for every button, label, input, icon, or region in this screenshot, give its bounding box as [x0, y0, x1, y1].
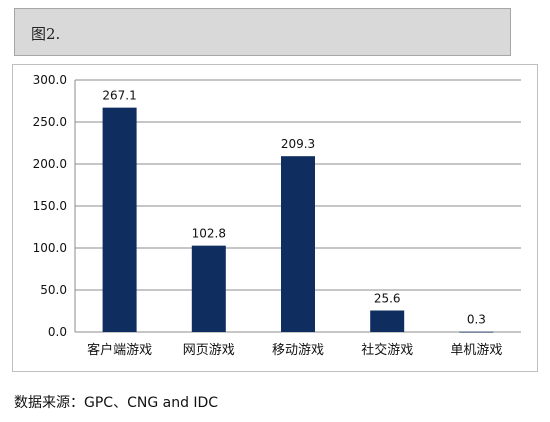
x-tick-label: 移动游戏	[272, 343, 324, 358]
bar-3	[281, 156, 315, 332]
data-label: 25.6	[374, 291, 401, 305]
y-tick-label: 150.0	[33, 199, 67, 213]
y-tick-label: 200.0	[33, 157, 67, 171]
bar-2	[191, 245, 226, 332]
header-banner: 图2.	[14, 8, 511, 56]
bar-1	[102, 107, 137, 332]
figure-title: 图2.	[31, 25, 61, 43]
data-label: 102.8	[192, 227, 226, 241]
chart-frame: 0.0 50.0 100.0 150.0 200.0 250.0 300.0 267.1 客户端…	[12, 64, 538, 372]
data-label: 0.3	[467, 313, 486, 327]
x-tick-label: 社交游戏	[361, 342, 413, 358]
x-tick-label: 网页游戏	[183, 343, 235, 358]
bar-chart: 0.0 50.0 100.0 150.0 200.0 250.0 300.0 267.1 客户端…	[33, 73, 521, 358]
y-tick-label: 300.0	[33, 73, 67, 87]
y-tick-label: 100.0	[33, 241, 67, 255]
y-tick-label: 250.0	[33, 115, 67, 129]
source-note: 数据来源：GPC、CNG and IDC	[14, 395, 219, 411]
bar-4	[370, 310, 405, 332]
y-tick-label: 0.0	[48, 325, 67, 339]
x-tick-label: 客户端游戏	[87, 342, 152, 358]
bar-5	[459, 331, 494, 333]
x-tick-label: 单机游戏	[450, 343, 502, 358]
data-label: 209.3	[281, 137, 315, 151]
data-label: 267.1	[102, 89, 136, 103]
y-tick-label: 50.0	[40, 283, 67, 297]
